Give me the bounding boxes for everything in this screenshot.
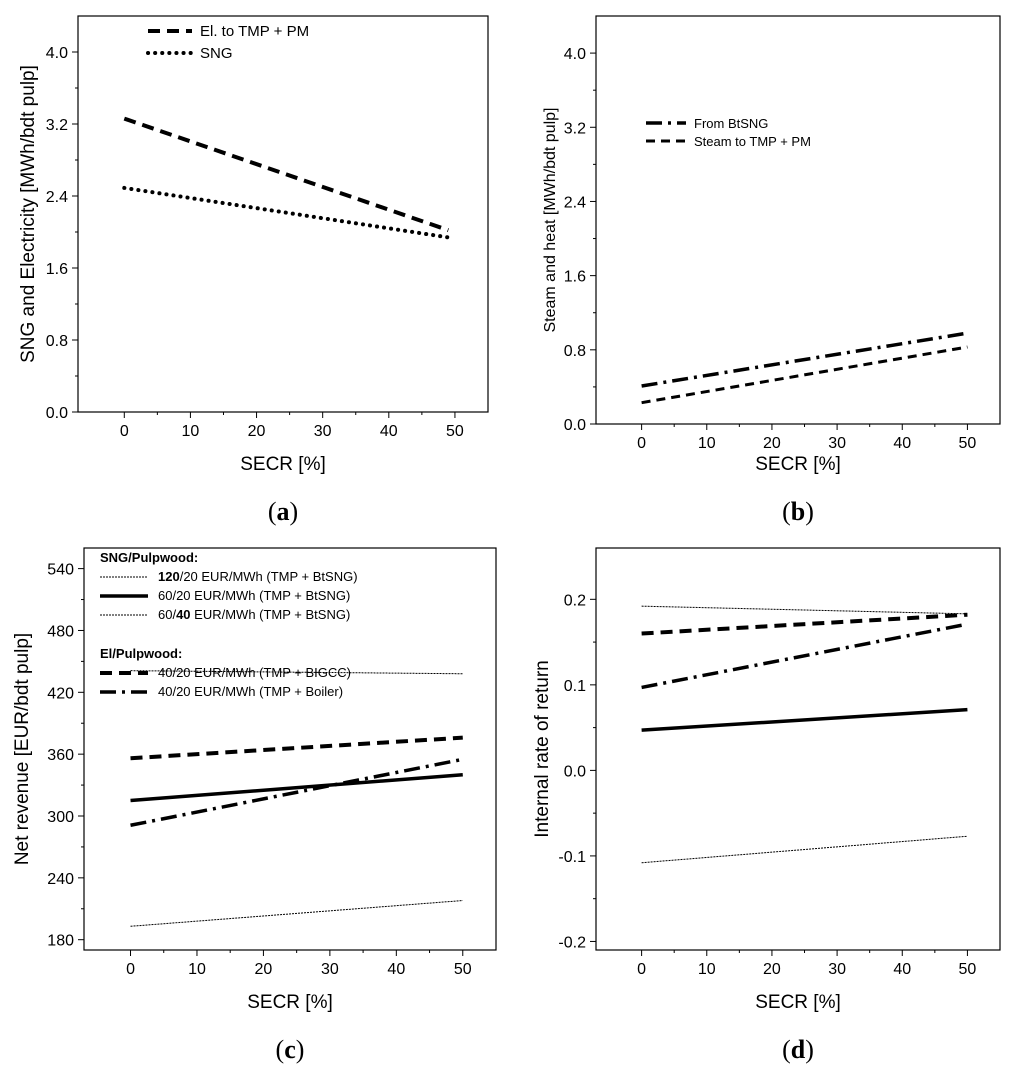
series-line — [130, 735, 463, 761]
y-tick-label: 0.0 — [564, 417, 586, 434]
x-tick-label: 10 — [182, 423, 200, 440]
y-tick-label: 300 — [47, 809, 74, 826]
y-tick-label: 3.2 — [46, 117, 68, 134]
legend-entry-label: SNG — [200, 45, 233, 62]
x-tick-label: 30 — [314, 423, 332, 440]
x-tick-label: 30 — [828, 961, 846, 978]
y-tick-label: 3.2 — [564, 120, 586, 137]
y-tick-label: 1.6 — [46, 261, 68, 278]
x-tick-label: 10 — [698, 435, 716, 452]
y-tick-label: -0.1 — [558, 849, 586, 866]
legend-entry-label: 60/40 EUR/MWh (TMP + BtSNG) — [158, 607, 350, 622]
panel-d: 0 10 20 30 40 50 -0.2 -0.1 0.0 0.1 0.2 SECR [%] Inte… — [532, 547, 1001, 1064]
legend-heading: SNG/Pulpwood: — [100, 550, 198, 565]
legend-entry-label: El. to TMP + PM — [200, 23, 309, 40]
y-tick-label: 180 — [47, 933, 74, 950]
series-line — [641, 835, 968, 864]
y-tick-label: 360 — [47, 747, 74, 764]
legend: SNG/Pulpwood: 120/20 EUR/MWh (TMP + BtSNG… — [100, 550, 358, 699]
y-tick-label: 240 — [47, 871, 74, 888]
series-line — [641, 605, 968, 615]
y-tick-label: -0.2 — [558, 934, 586, 951]
plot-frame — [83, 547, 497, 951]
y-tick-label: 4.0 — [564, 46, 586, 63]
legend-entry-label: 40/20 EUR/MWh (TMP + BIGCC) — [158, 665, 351, 680]
x-tick-label: 50 — [959, 435, 977, 452]
x-tick-label: 50 — [959, 961, 977, 978]
series-line — [123, 116, 449, 233]
legend: From BtSNG Steam to TMP + PM — [646, 116, 811, 149]
series-line — [130, 900, 463, 927]
series-line — [130, 670, 463, 675]
y-tick-label: 420 — [47, 685, 74, 702]
y-axis-title: Steam and heat [MWh/bdt pulp] — [542, 107, 559, 332]
y-tick-label: 0.2 — [564, 592, 586, 609]
y-tick-label: 2.4 — [564, 194, 586, 211]
y-tick-label: 0.1 — [564, 678, 586, 695]
x-axis-title: SECR [%] — [240, 454, 326, 475]
panel-label: (d) — [782, 1035, 814, 1064]
series-line — [130, 757, 464, 827]
x-tick-label: 20 — [255, 961, 273, 978]
series-line — [641, 622, 968, 690]
y-tick-label: 0.8 — [564, 343, 586, 360]
legend-entry-label: 120/20 EUR/MWh (TMP + BtSNG) — [158, 569, 358, 584]
panel-c: 0 10 20 30 40 50 180 240 300 360 420 480 540 SECR [%]… — [12, 547, 497, 1064]
x-tick-label: 20 — [763, 435, 781, 452]
x-axis-title: SECR [%] — [755, 992, 841, 1013]
x-tick-label: 20 — [248, 423, 266, 440]
y-tick-label: 0.8 — [46, 333, 68, 350]
x-tick-label: 50 — [454, 961, 472, 978]
plot-frame — [595, 547, 1001, 951]
panel-a: 0 10 20 30 40 50 0.0 0.8 1.6 2.4 3.2 4.0 SECR [%] SNG… — [18, 15, 489, 526]
x-tick-label: 10 — [188, 961, 206, 978]
x-tick-label: 0 — [637, 961, 646, 978]
legend-entry-label: Steam to TMP + PM — [694, 134, 811, 149]
series-line — [641, 331, 968, 388]
x-tick-label: 0 — [126, 961, 135, 978]
x-tick-label: 10 — [698, 961, 716, 978]
x-tick-label: 40 — [387, 961, 405, 978]
x-tick-label: 40 — [893, 435, 911, 452]
y-tick-label: 4.0 — [46, 45, 68, 62]
y-axis-title: Internal rate of return — [532, 660, 553, 837]
panel-label: (a) — [268, 497, 298, 526]
legend-entry-label: 60/20 EUR/MWh (TMP + BtSNG) — [158, 588, 350, 603]
y-tick-label: 540 — [47, 562, 74, 579]
panel-label: (b) — [782, 497, 814, 526]
y-tick-label: 0.0 — [564, 763, 586, 780]
series-line — [130, 773, 463, 803]
series-line — [641, 612, 968, 636]
plot-frame — [595, 15, 1001, 425]
x-tick-label: 40 — [380, 423, 398, 440]
y-tick-label: 1.6 — [564, 269, 586, 286]
x-tick-label: 30 — [828, 435, 846, 452]
y-axis-title: SNG and Electricity [MWh/bdt pulp] — [18, 65, 39, 363]
x-tick-label: 40 — [893, 961, 911, 978]
legend-heading: El/Pulpwood: — [100, 646, 182, 661]
series-line — [641, 707, 968, 732]
plot-frame — [77, 15, 489, 413]
x-tick-label: 20 — [763, 961, 781, 978]
legend-entry-label: 40/20 EUR/MWh (TMP + Boiler) — [158, 684, 343, 699]
x-tick-label: 0 — [120, 423, 129, 440]
x-axis-title: SECR [%] — [247, 992, 333, 1013]
x-tick-label: 30 — [321, 961, 339, 978]
series-line — [641, 345, 968, 405]
legend: El. to TMP + PM SNG — [146, 23, 309, 62]
y-tick-label: 480 — [47, 623, 74, 640]
x-axis-title: SECR [%] — [755, 454, 841, 475]
series-line — [122, 185, 451, 240]
y-tick-label: 2.4 — [46, 189, 68, 206]
panel-label: (c) — [276, 1035, 305, 1064]
legend-entry-label: From BtSNG — [694, 116, 768, 131]
y-axis-title: Net revenue [EUR/bdt pulp] — [12, 633, 33, 865]
y-tick-label: 0.0 — [46, 405, 68, 422]
panel-b: 0 10 20 30 40 50 0.0 0.8 1.6 2.4 3.2 4.0 SECR [%] Ste… — [542, 15, 1001, 526]
x-tick-label: 50 — [446, 423, 464, 440]
x-tick-label: 0 — [637, 435, 646, 452]
